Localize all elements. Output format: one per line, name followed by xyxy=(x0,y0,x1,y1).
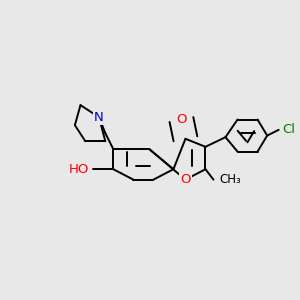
Text: O: O xyxy=(176,113,187,126)
Text: N: N xyxy=(94,111,104,124)
Text: Cl: Cl xyxy=(283,123,296,136)
Text: O: O xyxy=(180,173,191,186)
Text: HO: HO xyxy=(69,163,89,176)
Text: CH₃: CH₃ xyxy=(219,173,241,186)
